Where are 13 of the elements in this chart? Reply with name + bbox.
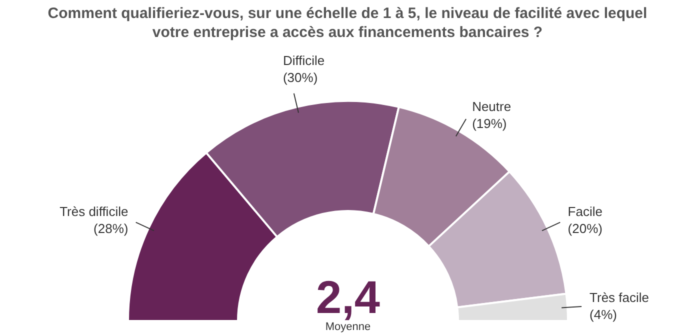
data-label: (4%) <box>590 306 617 322</box>
data-label: (30%) <box>282 70 318 86</box>
slice-label: Difficile <box>282 53 325 68</box>
slice-label: Neutre <box>472 99 512 114</box>
data-label: (28%) <box>94 221 128 236</box>
data-label: (19%) <box>472 116 507 132</box>
text: Moyenne <box>325 321 371 334</box>
slice-label: Très facile <box>590 290 650 305</box>
chart-title: Comment qualifieriez-vous, sur une échelle de 1 à 5, le niveau de facilité avec lequel votre entreprise a accès aux financements bancaires ? <box>46 4 648 43</box>
slice-label: Facile <box>568 204 602 220</box>
text: 2,4 <box>316 271 380 323</box>
data-label: (20%) <box>568 221 602 236</box>
slice-label: Très difficile <box>60 204 128 220</box>
